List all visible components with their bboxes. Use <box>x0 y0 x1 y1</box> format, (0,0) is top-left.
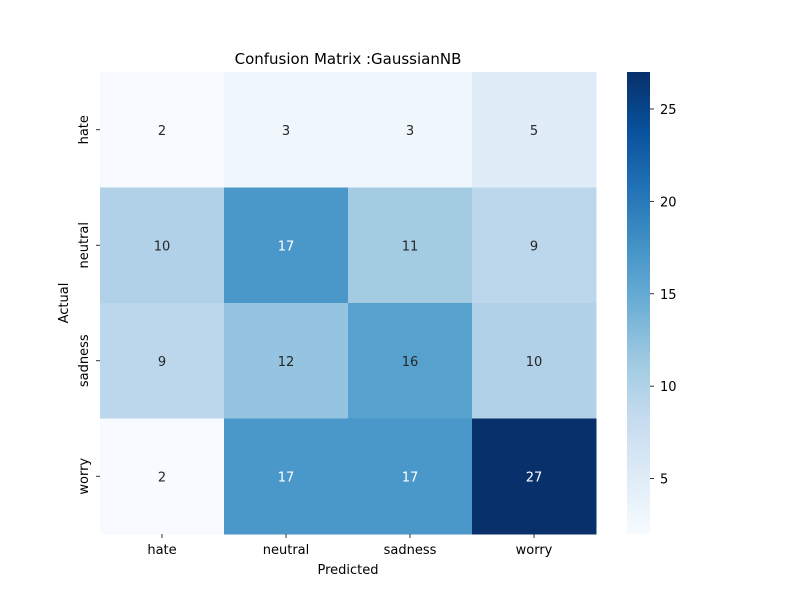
cell-value-label: 16 <box>402 355 419 370</box>
cell-value-label: 2 <box>158 124 166 139</box>
colorbar-tick-label: 25 <box>660 103 677 118</box>
colorbar-tick-label: 20 <box>660 195 677 210</box>
cell-value-label: 9 <box>158 355 166 370</box>
heatmap-cell <box>100 187 225 304</box>
cell-value-label: 17 <box>278 239 295 254</box>
y-tick-label: hate <box>77 115 92 144</box>
heatmap-cell <box>348 418 473 535</box>
y-axis-label: Actual <box>57 283 72 324</box>
colorbar <box>627 72 650 534</box>
x-tick-label: sadness <box>384 543 437 558</box>
heatmap-cells: 2 3 3 5 10 17 11 9 9 12 16 10 2 17 17 27 <box>100 72 597 535</box>
cell-value-label: 12 <box>278 355 295 370</box>
cell-value-label: 3 <box>406 124 414 139</box>
heatmap-cell <box>224 187 349 304</box>
heatmap-cell <box>224 303 349 419</box>
x-tick-label: hate <box>147 543 176 558</box>
heatmap-cell <box>472 187 597 304</box>
x-axis-label: Predicted <box>317 563 378 578</box>
heatmap-cell <box>224 418 349 535</box>
heatmap-cell <box>472 418 597 535</box>
cell-value-label: 17 <box>278 470 295 485</box>
heatmap-cell <box>472 72 597 188</box>
cell-value-label: 10 <box>526 355 543 370</box>
cell-value-label: 17 <box>402 470 419 485</box>
cell-value-label: 3 <box>282 124 290 139</box>
colorbar-ticks: 5 10 15 20 25 <box>650 103 677 488</box>
colorbar-tick-label: 10 <box>660 380 677 395</box>
y-tick-label: sadness <box>77 334 92 387</box>
heatmap-cell <box>348 72 473 188</box>
cell-value-label: 2 <box>158 470 166 485</box>
x-tick-label: worry <box>516 543 553 558</box>
heatmap-cell <box>100 72 225 188</box>
y-tick-label: worry <box>77 458 92 495</box>
y-tick-label: neutral <box>77 222 92 269</box>
heatmap-cell <box>100 418 225 535</box>
x-axis-ticks: hate neutral sadness worry <box>147 534 553 558</box>
cell-value-label: 5 <box>530 124 538 139</box>
heatmap-cell <box>472 303 597 419</box>
y-axis-ticks: hate neutral sadness worry <box>77 115 100 495</box>
heatmap-cell <box>348 187 473 304</box>
cell-value-label: 27 <box>526 470 543 485</box>
heatmap-cell <box>224 72 349 188</box>
cell-value-label: 9 <box>530 239 538 254</box>
x-tick-label: neutral <box>263 543 310 558</box>
heatmap-cell <box>348 303 473 419</box>
heatmap-cell <box>100 303 225 419</box>
colorbar-tick-label: 5 <box>660 473 668 488</box>
colorbar-tick-label: 15 <box>660 288 677 303</box>
cell-value-label: 11 <box>402 239 419 254</box>
cell-value-label: 10 <box>154 239 171 254</box>
chart-title: Confusion Matrix :GaussianNB <box>235 50 462 68</box>
